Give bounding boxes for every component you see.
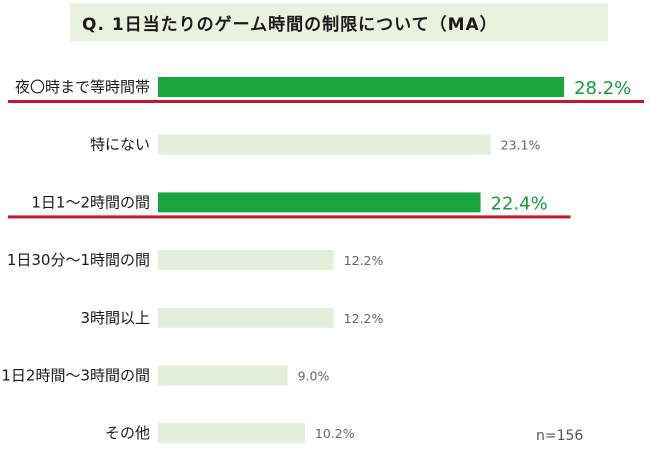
bar-7 <box>158 423 305 444</box>
category-label-6: 1日2時間～3時間の間 <box>1 367 150 385</box>
chart-title: Q. 1日当たりのゲーム時間の制限について（MA） <box>82 14 498 35</box>
bar-2 <box>158 134 491 155</box>
value-label-5: 12.2% <box>344 311 384 326</box>
category-label-2: 特にない <box>90 136 150 154</box>
value-label-1: 28.2% <box>574 78 631 99</box>
value-label-6: 9.0% <box>298 369 330 384</box>
category-label-5: 3時間以上 <box>80 309 150 327</box>
bar-1 <box>158 77 565 97</box>
category-label-3: 1日1～2時間の間 <box>31 193 150 211</box>
category-label-4: 1日30分～1時間の間 <box>7 251 150 269</box>
category-label-1: 夜〇時まで等時間帯 <box>15 78 150 96</box>
bar-4 <box>158 250 334 271</box>
highlight-underline-1 <box>8 100 644 103</box>
value-label-4: 12.2% <box>344 253 384 268</box>
value-label-7: 10.2% <box>315 426 355 441</box>
sample-size-label: n=156 <box>536 428 584 444</box>
bar-6 <box>158 365 288 386</box>
bar-5 <box>158 307 334 328</box>
bar-3 <box>158 192 481 213</box>
title-box: Q. 1日当たりのゲーム時間の制限について（MA） <box>70 3 608 41</box>
category-label-7: その他 <box>105 424 150 442</box>
highlight-underline-3 <box>8 215 571 219</box>
value-label-3: 22.4% <box>491 193 548 214</box>
value-label-2: 23.1% <box>501 138 541 153</box>
